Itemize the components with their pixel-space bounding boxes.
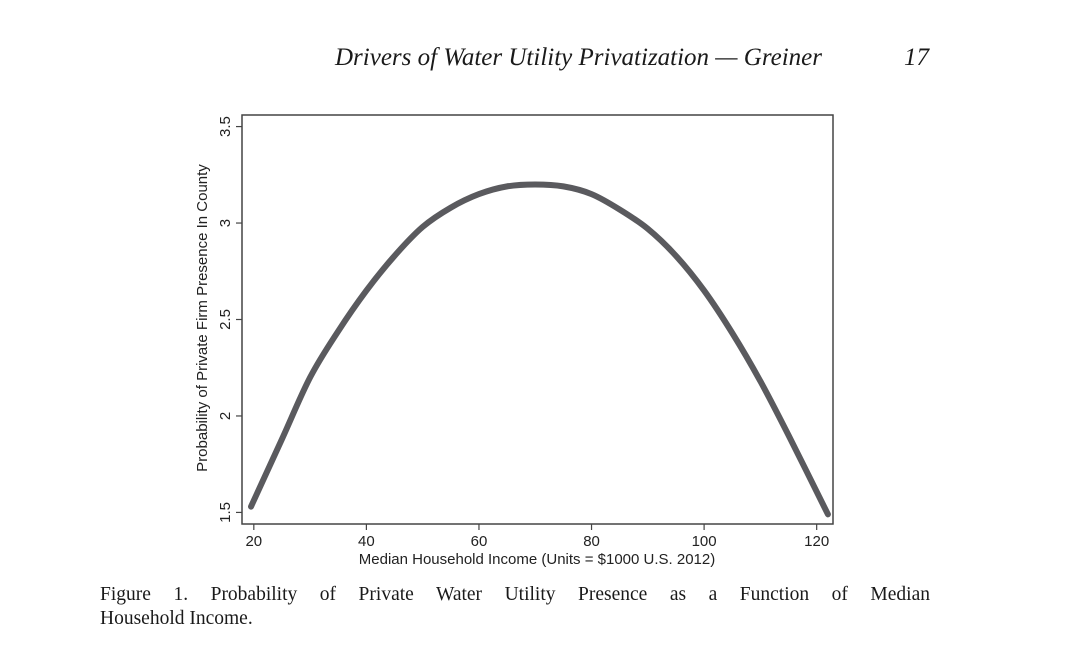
y-tick-label: 2.5 xyxy=(217,309,234,330)
x-axis: 20 40 60 80 100 120 xyxy=(245,524,829,550)
running-title: Drivers of Water Utility Privatization —… xyxy=(335,44,823,71)
page-number: 17 xyxy=(904,44,929,71)
y-tick-label: 3 xyxy=(217,219,234,227)
x-tick-label: 80 xyxy=(583,533,600,550)
x-tick-label: 20 xyxy=(245,533,262,550)
y-tick-label: 3.5 xyxy=(217,116,234,137)
y-tick-label: 1.5 xyxy=(217,502,234,523)
series-line xyxy=(248,181,831,518)
x-axis-label: Median Household Income (Units = $1000 U… xyxy=(359,551,715,568)
x-tick-label: 120 xyxy=(804,533,829,550)
y-axis: 1.5 2 2.5 3 3.5 xyxy=(217,116,242,523)
x-tick-label: 100 xyxy=(692,533,717,550)
x-tick-label: 40 xyxy=(358,533,375,550)
y-axis-label: Probability of Private Firm Presence In … xyxy=(194,164,211,472)
y-tick-label: 2 xyxy=(217,412,234,420)
x-tick-label: 60 xyxy=(471,533,488,550)
caption-line: Household Income. xyxy=(100,608,253,629)
caption-line: Figure 1. Probability of Private Water U… xyxy=(100,584,930,605)
plot-frame xyxy=(241,114,834,525)
figure-caption: Figure 1. Probability of Private Water U… xyxy=(100,583,930,631)
